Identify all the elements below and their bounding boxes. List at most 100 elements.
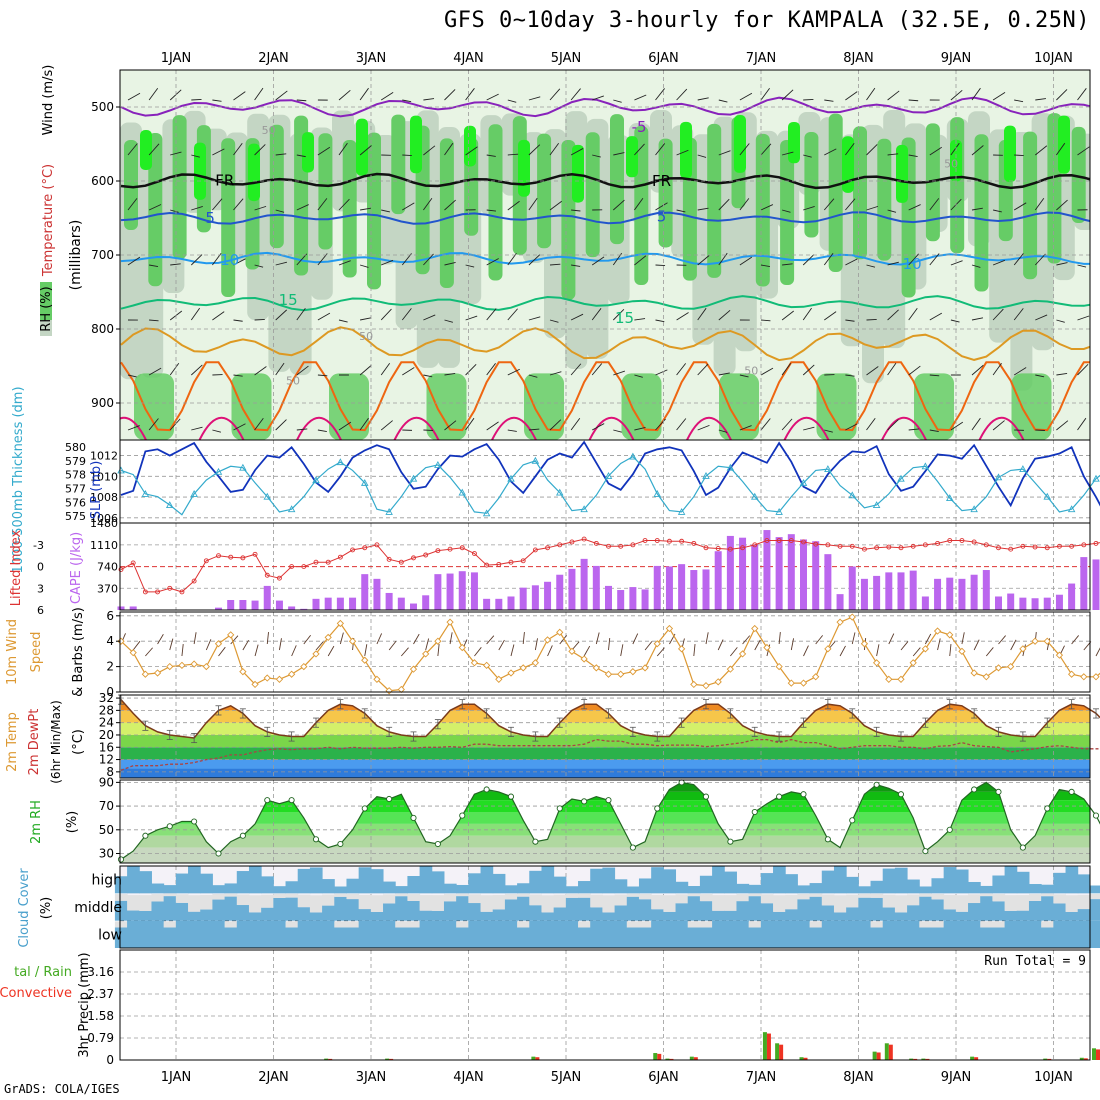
wind-barb	[359, 364, 372, 376]
cloud-gap	[175, 894, 189, 903]
wind-barb	[1077, 88, 1087, 101]
temp-tick-label: 24	[99, 716, 114, 730]
wind-barb	[845, 374, 855, 377]
wind-barb	[676, 88, 688, 101]
wind-barb	[739, 256, 753, 266]
cloud-bar	[882, 920, 896, 948]
cloud-gap	[529, 894, 542, 906]
contour-label: 50	[262, 124, 276, 137]
lifted-index-point	[240, 555, 246, 561]
cloud-bar	[224, 927, 238, 948]
cloud-gap	[188, 895, 201, 912]
wind-speed-point	[507, 669, 515, 677]
cloud-bar	[773, 920, 786, 948]
wind-speed-point	[239, 668, 247, 676]
cloud-gap	[1077, 894, 1091, 910]
wind-barb-10m	[985, 647, 994, 657]
temp-tick-label: 28	[99, 703, 114, 717]
cloud-bar	[578, 881, 591, 894]
wind-barb	[169, 362, 180, 376]
thickness-point	[360, 478, 369, 486]
wind-barb	[275, 419, 287, 431]
wind-barb	[465, 88, 475, 101]
rh-axis-label: RH (%)	[39, 286, 54, 331]
wind-axis-label: Wind (m/s)	[41, 65, 56, 136]
wind-barb	[739, 374, 749, 378]
wind-barb-10m	[705, 632, 709, 645]
wind-speed-point	[836, 618, 844, 626]
wind-barb	[233, 198, 244, 211]
cloud-bar	[846, 907, 859, 921]
lifted-index-point	[216, 553, 221, 559]
thickness-point	[409, 474, 418, 482]
cloud-bar	[431, 920, 445, 948]
cloud-gap	[236, 894, 250, 906]
cloud-bar	[480, 920, 494, 948]
wind-barb-10m	[730, 647, 738, 657]
lifted-index-point	[691, 540, 697, 546]
cloud-gap	[748, 893, 762, 897]
lifted-index-point	[130, 560, 136, 566]
wind-speed-point	[129, 648, 137, 657]
wind-barb	[845, 258, 858, 266]
cloud-gap	[578, 893, 591, 898]
cloud-gap	[931, 921, 945, 928]
wind-barb-10m	[924, 633, 932, 645]
wind-barb	[127, 374, 137, 378]
cloud-bar	[907, 905, 920, 921]
wind-barb-10m	[486, 635, 495, 645]
cape-bar	[605, 585, 612, 610]
wind-speed-point	[1067, 670, 1076, 678]
wind-barb-10m	[1071, 635, 1080, 645]
wind-barb	[887, 362, 897, 376]
lifted-index-point	[569, 539, 575, 545]
cloud-bar	[1077, 909, 1091, 921]
wind-speed-point	[641, 664, 649, 672]
wind-barb-10m	[413, 633, 420, 645]
wind-barb-10m	[303, 634, 311, 645]
wind-barb	[507, 153, 519, 156]
cloud-bar	[346, 927, 360, 948]
lifted-index-point	[837, 543, 843, 549]
lifted-index-point	[374, 542, 380, 548]
lifted-index-point	[362, 545, 368, 551]
wind-barb	[760, 319, 771, 322]
thickness-point	[165, 501, 174, 508]
cape-bar	[678, 564, 686, 610]
cloud-bar	[322, 920, 335, 948]
rh-green-band	[828, 113, 843, 272]
rh-point	[824, 836, 831, 843]
x-tick-label-top: 6JAN	[648, 51, 679, 66]
cloud-bar	[273, 897, 287, 921]
rh-point	[776, 793, 783, 800]
rh-point	[946, 826, 953, 833]
lifted-index-point	[191, 578, 197, 584]
wind-barb	[676, 149, 689, 156]
cloud-gap	[541, 895, 555, 913]
cloud-bar	[785, 920, 798, 948]
cloud-gap	[224, 921, 238, 928]
rh-saturated-band	[302, 132, 314, 173]
wind-speed-point	[556, 628, 564, 636]
cloud-gap	[980, 893, 993, 897]
wind-barb-10m	[254, 644, 259, 657]
rh-tick-label: 50	[99, 823, 114, 837]
cloud-bar	[139, 910, 152, 921]
wind-barb	[802, 254, 815, 266]
wind-barb	[127, 143, 138, 156]
cloud-bar	[127, 866, 140, 894]
wind-barb	[233, 374, 243, 377]
rh-green-band	[755, 133, 770, 287]
thickness-point	[263, 492, 272, 500]
lifted-index-point	[289, 564, 295, 570]
cloud-bar	[1041, 884, 1054, 894]
cloud-bar	[346, 878, 360, 894]
temp-tick-label: 12	[99, 753, 114, 767]
cloud-bar	[833, 920, 847, 948]
wind-barb	[718, 150, 731, 156]
wind-barb	[739, 198, 750, 211]
wind-barb-10m	[595, 632, 600, 645]
cape-bar	[690, 570, 698, 610]
wind-barb	[866, 319, 877, 321]
cloud-bar	[492, 909, 506, 921]
